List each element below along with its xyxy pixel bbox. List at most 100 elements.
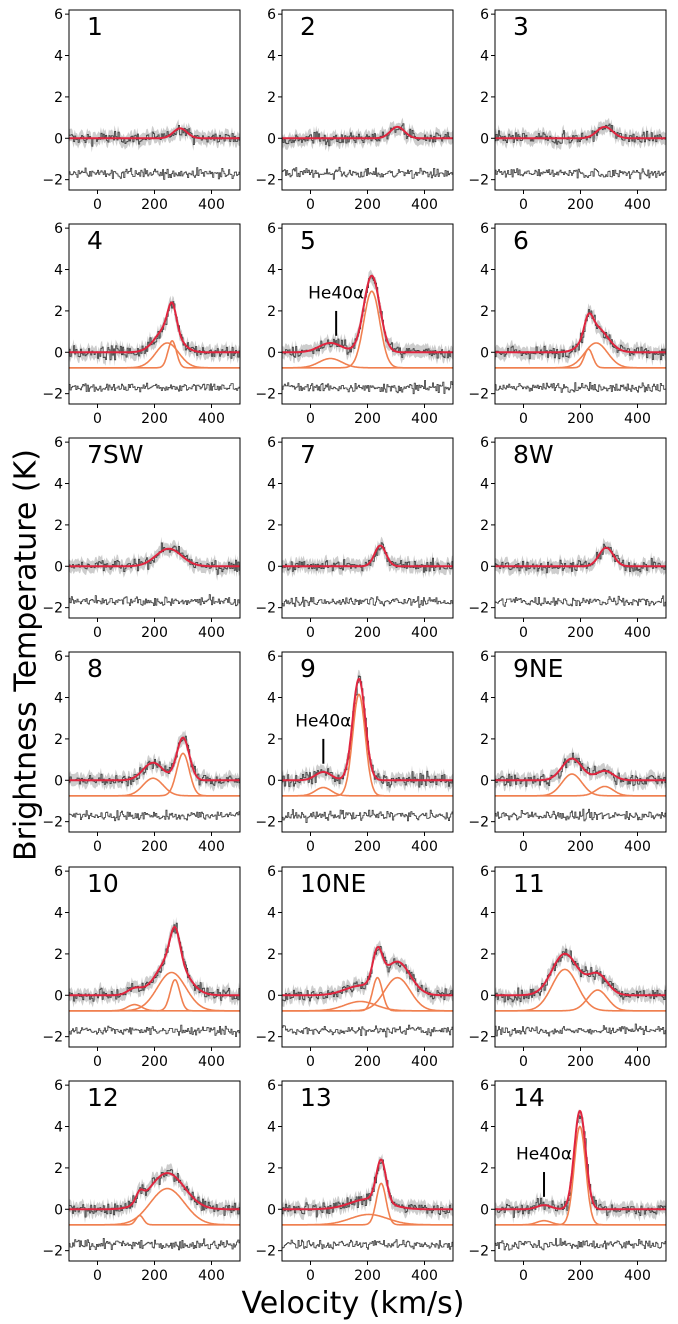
panel-label: 1 <box>87 12 103 41</box>
x-tick-label: 200 <box>354 839 381 855</box>
error-band <box>495 1109 666 1224</box>
total-fit <box>282 274 453 354</box>
y-tick-label: 6 <box>54 7 63 23</box>
y-axis-label: Brightness Temperature (K) <box>8 449 44 861</box>
panel-9NE: −2 0 2 4 6 0 200 400 9NE <box>468 649 667 855</box>
residual-spectrum <box>69 809 240 822</box>
error-band <box>282 940 453 1008</box>
y-tick-label: 2 <box>267 90 276 106</box>
fit-component-2 <box>69 342 240 369</box>
y-tick-label: 2 <box>480 304 489 320</box>
error-band <box>69 917 240 1008</box>
total-fit <box>69 736 240 782</box>
residual-spectrum <box>495 1238 666 1251</box>
y-tick-label: 0 <box>267 345 276 361</box>
panel-6: −2 0 2 4 6 0 200 400 6 <box>468 221 667 427</box>
y-tick-label: 6 <box>267 7 276 23</box>
y-tick-label: 0 <box>54 345 63 361</box>
y-tick-label: 4 <box>267 49 276 65</box>
panel-plot-area <box>495 942 666 1037</box>
x-tick-label: 400 <box>411 839 438 855</box>
x-tick-label: 200 <box>141 411 168 427</box>
x-tick-label: 200 <box>141 839 168 855</box>
residual-spectrum <box>282 380 453 395</box>
x-tick-label: 0 <box>93 1054 102 1070</box>
y-tick-label: 2 <box>54 947 63 963</box>
x-tick-label: 200 <box>354 625 381 641</box>
y-tick-label: 0 <box>480 131 489 147</box>
y-tick-label: 2 <box>54 518 63 534</box>
y-tick-label: 4 <box>54 691 63 707</box>
panel-label: 7 <box>300 440 316 469</box>
panel-label: 10NE <box>300 869 366 898</box>
x-tick-label: 400 <box>411 1268 438 1284</box>
total-fit <box>282 945 453 997</box>
total-fit <box>495 1109 666 1211</box>
fit-component-3 <box>69 1003 240 1012</box>
y-tick-label: 4 <box>54 49 63 65</box>
panel-label: 12 <box>87 1083 119 1112</box>
y-tick-label: −2 <box>42 1244 63 1260</box>
x-tick-label: 400 <box>411 411 438 427</box>
y-tick-label: 6 <box>480 864 489 880</box>
error-band <box>282 269 453 365</box>
y-tick-label: 2 <box>480 947 489 963</box>
residual-spectrum <box>495 382 666 393</box>
y-tick-label: 0 <box>54 131 63 147</box>
y-tick-label: −2 <box>468 815 489 831</box>
y-tick-label: 4 <box>267 1120 276 1136</box>
panel-label: 13 <box>300 1083 332 1112</box>
y-tick-label: 0 <box>480 988 489 1004</box>
total-fit <box>282 125 453 140</box>
total-fit <box>495 546 666 568</box>
x-tick-label: 400 <box>198 1268 225 1284</box>
panel-plot-area <box>69 1163 240 1251</box>
panel-8: −2 0 2 4 6 0 200 400 8 <box>42 649 241 855</box>
error-band <box>495 537 666 580</box>
fit-component-2 <box>495 1219 666 1226</box>
total-fit <box>69 925 240 997</box>
panel-5: −2 0 2 4 6 0 200 400 5 He40α <box>255 221 454 427</box>
panel-plot-area <box>495 1109 666 1251</box>
y-tick-label: 0 <box>267 559 276 575</box>
panel-label: 5 <box>300 226 316 255</box>
y-tick-label: 0 <box>480 559 489 575</box>
y-tick-label: −2 <box>468 387 489 403</box>
y-tick-label: 4 <box>480 906 489 922</box>
x-tick-label: 400 <box>624 411 651 427</box>
error-band <box>495 117 666 151</box>
y-tick-label: 2 <box>480 518 489 534</box>
y-tick-label: −2 <box>468 173 489 189</box>
y-tick-label: 0 <box>267 773 276 789</box>
y-tick-label: 4 <box>480 1120 489 1136</box>
total-fit <box>495 952 666 997</box>
fit-component-2 <box>69 1214 240 1226</box>
panel-plot-area <box>495 537 666 607</box>
panel-label: 6 <box>513 226 529 255</box>
x-tick-label: 0 <box>519 411 528 427</box>
total-fit <box>495 125 666 140</box>
residual-spectrum <box>282 1024 453 1038</box>
fit-component-2 <box>495 342 666 369</box>
panel-label: 7SW <box>87 440 144 469</box>
x-tick-label: 200 <box>354 197 381 213</box>
panel-label: 14 <box>513 1083 545 1112</box>
y-tick-label: −2 <box>468 1244 489 1260</box>
x-tick-label: 0 <box>519 1268 528 1284</box>
panel-4: −2 0 2 4 6 0 200 400 4 <box>42 221 241 427</box>
y-tick-label: 0 <box>267 131 276 147</box>
annotation-label: He40α <box>308 284 364 304</box>
x-tick-label: 400 <box>198 411 225 427</box>
y-tick-label: 6 <box>267 221 276 237</box>
fit-component-2 <box>282 1213 453 1226</box>
error-band <box>69 295 240 367</box>
y-tick-label: −2 <box>255 387 276 403</box>
y-tick-label: 4 <box>267 691 276 707</box>
x-tick-label: 200 <box>567 1054 594 1070</box>
residual-spectrum <box>69 167 240 180</box>
annotation-label: He40α <box>295 711 351 731</box>
residual-spectrum <box>69 1024 240 1037</box>
y-tick-label: 6 <box>480 1078 489 1094</box>
panel-3: −2 0 2 4 6 0 200 400 3 <box>468 7 667 213</box>
